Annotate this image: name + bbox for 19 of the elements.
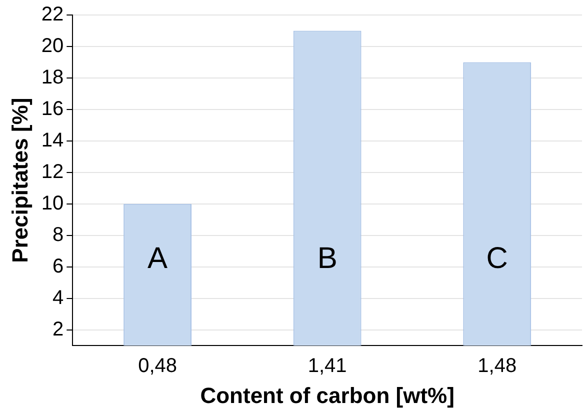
y-tick-label: 2 (52, 318, 64, 340)
x-tick-label: 1,41 (308, 355, 347, 378)
annotation: B (317, 242, 338, 275)
y-tick-label: 10 (41, 192, 64, 214)
x-tick-label: 0,48 (138, 355, 178, 378)
y-tick-label: 6 (52, 255, 64, 278)
annotation: C (486, 242, 508, 275)
x-axis-title: Content of carbon [wt%] (200, 382, 454, 408)
y-tick-label: 4 (52, 286, 64, 309)
x-tick-label: 1,48 (478, 355, 517, 378)
y-tick-label: 16 (41, 98, 64, 120)
y-tick-label: 14 (41, 129, 64, 152)
y-tick-label: 20 (41, 35, 64, 57)
y-tick-label: 12 (41, 160, 64, 183)
annotation: A (148, 242, 168, 275)
y-axis-title: Precipitates [%] (7, 98, 32, 263)
y-tick-label: 18 (41, 66, 64, 88)
y-tick-label: 8 (52, 224, 64, 246)
y-tick-label: 22 (41, 4, 64, 26)
